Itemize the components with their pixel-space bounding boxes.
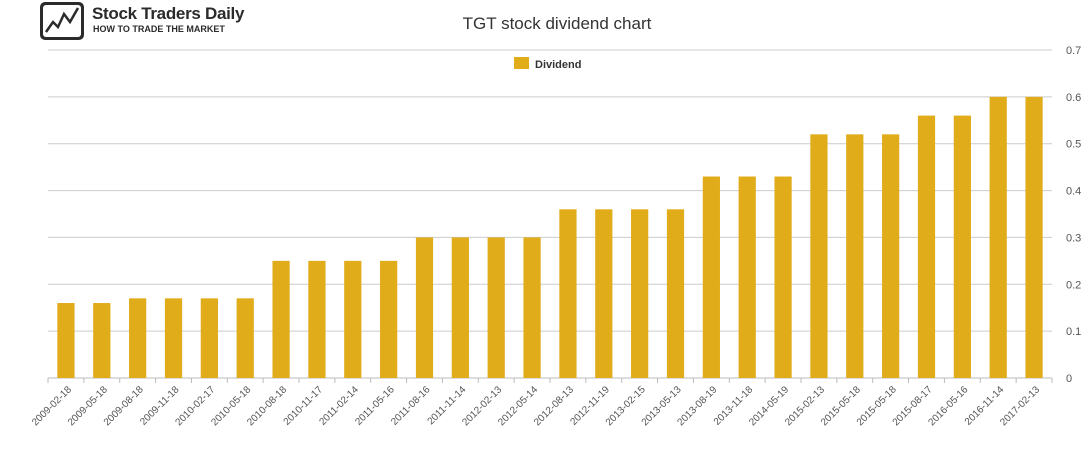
y-tick-label: 0.7 bbox=[1066, 45, 1081, 57]
bar bbox=[451, 237, 469, 378]
bar bbox=[200, 298, 218, 378]
bar bbox=[702, 176, 720, 378]
bar bbox=[523, 237, 541, 378]
y-tick-label: 0.1 bbox=[1066, 326, 1081, 338]
bar bbox=[1025, 96, 1043, 378]
legend-swatch bbox=[514, 57, 529, 69]
bar bbox=[487, 237, 505, 378]
bar bbox=[308, 260, 326, 378]
bar bbox=[882, 134, 900, 378]
bar bbox=[774, 176, 792, 378]
y-tick-label: 0.3 bbox=[1066, 232, 1081, 244]
bar bbox=[344, 260, 362, 378]
y-tick-label: 0.4 bbox=[1066, 186, 1081, 198]
bar bbox=[953, 115, 971, 378]
legend-label: Dividend bbox=[535, 59, 581, 71]
bar bbox=[595, 209, 613, 378]
y-tick-label: 0.6 bbox=[1066, 92, 1081, 104]
bar bbox=[631, 209, 649, 378]
logo-icon bbox=[40, 2, 84, 40]
bar bbox=[129, 298, 147, 378]
bar bbox=[57, 303, 75, 378]
bar bbox=[738, 176, 756, 378]
chart-title: TGT stock dividend chart bbox=[463, 14, 652, 33]
bar bbox=[917, 115, 936, 378]
y-tick-label: 0.5 bbox=[1066, 139, 1081, 151]
bar bbox=[989, 96, 1007, 378]
bar bbox=[666, 209, 685, 378]
bar bbox=[846, 134, 864, 378]
bar bbox=[236, 298, 254, 378]
bar bbox=[559, 209, 577, 378]
bar bbox=[380, 260, 398, 378]
bar bbox=[810, 134, 828, 378]
bar bbox=[415, 237, 434, 378]
brand-tagline: HOW TO TRADE THE MARKET bbox=[93, 24, 225, 34]
bar bbox=[93, 303, 111, 378]
y-tick-label: 0 bbox=[1066, 373, 1072, 385]
bar bbox=[272, 260, 290, 378]
bar bbox=[164, 298, 183, 378]
y-tick-label: 0.2 bbox=[1066, 279, 1081, 291]
brand-name: Stock Traders Daily bbox=[92, 4, 245, 23]
